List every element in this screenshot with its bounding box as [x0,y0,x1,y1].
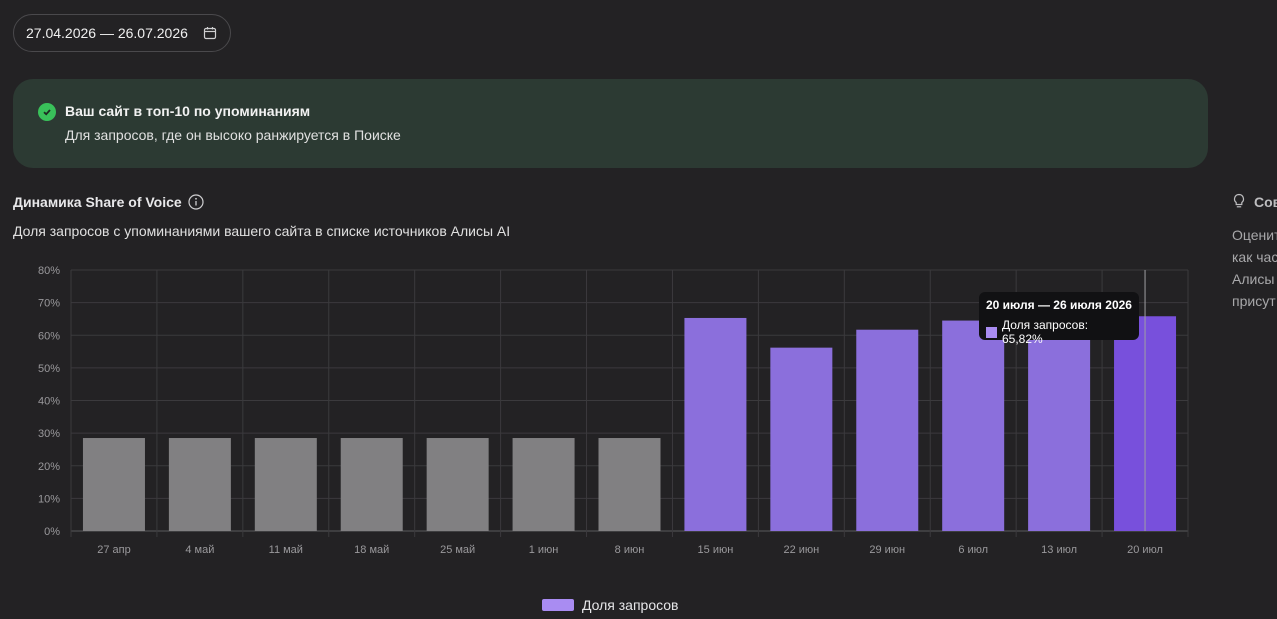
x-tick-label: 4 май [185,544,214,556]
chart-bar [512,438,575,531]
banner-title: Ваш сайт в топ-10 по упоминаниям [65,103,311,119]
advice-line: присут [1232,293,1276,309]
y-tick-label: 40% [38,396,60,408]
x-tick-label: 11 май [269,544,303,556]
chart-bar [856,329,919,531]
check-icon [38,103,56,121]
share-of-voice-chart: 0% 10% 20% 30% 40% 50% 60% 70% 80% 27 апр 4 май 11 … [38,265,1189,556]
legend-swatch [542,599,574,611]
chart-bar [82,438,145,531]
banner-subtitle: Для запросов, где он высоко ранжируется … [65,127,401,143]
chart-bar [598,438,661,531]
calendar-icon [202,25,218,41]
y-tick-label: 70% [38,298,60,310]
x-tick-label: 13 июл [1041,544,1077,556]
y-tick-label: 10% [38,493,60,505]
y-tick-label: 80% [38,265,60,277]
advice-title: Сов [1254,194,1277,210]
y-tick-label: 20% [38,461,60,473]
chart-tooltip: 20 июля — 26 июля 2026 Доля запросов: 65… [979,292,1139,346]
lightbulb-icon [1232,193,1246,212]
chart-bar [684,317,747,531]
x-tick-label: 27 апр [97,544,130,556]
advice-line: как час [1232,249,1277,265]
advice-line: Алисы [1232,271,1275,287]
chart-bar [942,320,1005,531]
x-tick-label: 8 июн [615,544,645,556]
advice-panel: Сов Оценит как час Алисы присут [1228,180,1277,340]
tooltip-swatch [986,326,997,338]
chart-bar [340,438,403,531]
date-range-value: 27.04.2026 — 26.07.2026 [26,25,188,41]
status-banner: Ваш сайт в топ-10 по упоминаниям Для зап… [13,79,1208,168]
chart-subtitle: Доля запросов с упоминаниями вашего сайт… [13,223,511,239]
tooltip-value: Доля запросов: 65,82% [1002,318,1089,346]
x-tick-label: 20 июл [1127,544,1163,556]
x-tick-label: 15 июн [698,544,734,556]
x-tick-label: 18 май [354,544,389,556]
y-tick-label: 50% [38,363,60,375]
chart-bar [426,438,489,531]
tooltip-title: 20 июля — 26 июля 2026 [986,298,1132,312]
chart-bar [254,438,317,531]
chart-bar [1028,325,1091,531]
y-tick-label: 60% [38,330,60,342]
chart-legend[interactable]: Доля запросов [542,597,679,613]
chart-title: Динамика Share of Voice [13,194,182,210]
y-tick-label: 30% [38,428,60,440]
x-tick-label: 1 июн [529,544,559,556]
chart-bar [168,438,231,531]
chart-title-row: Динамика Share of Voice [13,194,204,210]
advice-line: Оценит [1232,227,1277,243]
x-tick-label: 22 июн [783,544,819,556]
x-tick-label: 25 май [440,544,475,556]
legend-label: Доля запросов [582,597,679,613]
date-range-picker[interactable]: 27.04.2026 — 26.07.2026 [13,14,231,52]
x-tick-label: 6 июл [958,544,988,556]
chart-bar [770,347,833,531]
x-tick-label: 29 июн [869,544,905,556]
info-icon[interactable] [188,194,204,210]
y-tick-label: 0% [44,526,60,538]
